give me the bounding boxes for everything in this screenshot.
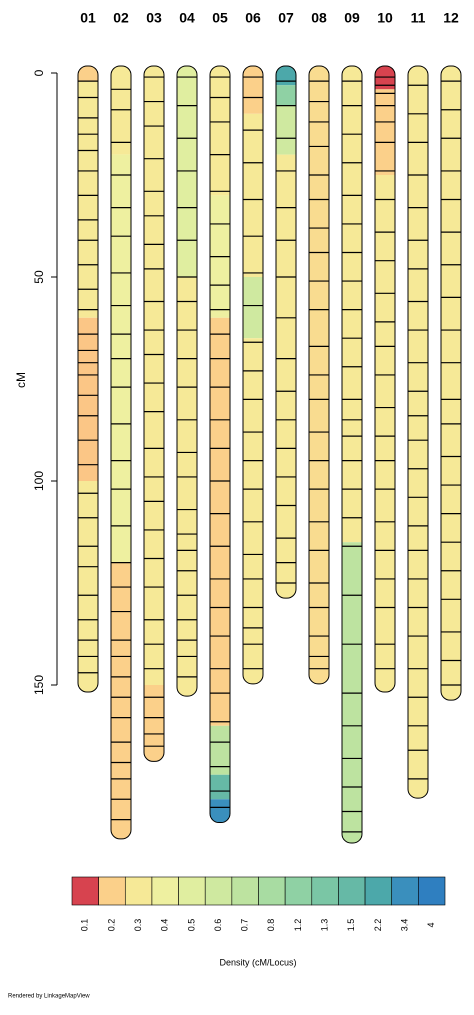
- density-segment: [408, 66, 428, 799]
- chromosome-label: 05: [212, 10, 228, 26]
- legend-label: 1.2: [293, 919, 303, 932]
- chromosome-outline: [209, 65, 231, 824]
- legend-label: 0.4: [160, 919, 170, 932]
- chromosome-label: 09: [344, 10, 360, 26]
- density-segment: [210, 799, 230, 823]
- density-segment: [276, 154, 296, 599]
- legend-label: 0.7: [240, 919, 250, 932]
- chromosome-outline: [275, 65, 297, 599]
- density-segment: [210, 725, 230, 775]
- density-segment: [177, 277, 197, 697]
- chromosome-outline: [143, 65, 165, 762]
- chromosome: [408, 66, 428, 799]
- legend-swatch: [284, 876, 313, 906]
- legend-label: 2.2: [373, 919, 383, 932]
- density-segment: [78, 81, 98, 318]
- density-segment: [441, 66, 461, 701]
- density-segment: [210, 66, 230, 196]
- chromosome-outline: [407, 65, 429, 799]
- chromosome-label: 07: [278, 10, 294, 26]
- density-segment: [111, 562, 131, 839]
- legend-label: 0.8: [266, 919, 276, 932]
- density-segment: [243, 113, 263, 277]
- chromosome: [111, 66, 131, 839]
- y-axis-label: cM: [14, 372, 28, 388]
- density-segment: [375, 89, 395, 175]
- legend-swatch: [364, 876, 393, 906]
- chromosome-outline: [110, 65, 132, 840]
- y-tick-label: 50: [32, 270, 46, 284]
- chromosome-outline: [242, 65, 264, 685]
- density-segment: [342, 66, 362, 543]
- chromosome: [78, 66, 98, 692]
- density-segment: [78, 317, 98, 481]
- legend-label: 0.6: [213, 919, 223, 932]
- density-segment: [243, 66, 263, 114]
- legend-swatch: [391, 876, 419, 906]
- density-segment: [276, 66, 296, 86]
- density-segment: [210, 317, 230, 726]
- chromosome-outline: [308, 65, 330, 685]
- chromosome: [144, 66, 164, 762]
- density-segment: [144, 685, 164, 762]
- legend-label: 0.3: [133, 919, 143, 932]
- chromosome-label: 08: [311, 10, 327, 26]
- legend-label: 0.2: [106, 919, 116, 932]
- density-segment: [78, 66, 98, 82]
- legend-swatch: [178, 876, 206, 906]
- chromosome-outline: [440, 65, 462, 701]
- chromosome: [177, 66, 197, 697]
- legend-swatch: [418, 876, 446, 906]
- chromosome-outline: [77, 65, 99, 693]
- legend-label: 3.4: [399, 919, 409, 932]
- chromosome-label: 06: [245, 10, 261, 26]
- footer: Rendered by LinkageMapView: [8, 994, 90, 1000]
- chromosome-label: 03: [146, 10, 162, 26]
- density-segment: [78, 481, 98, 692]
- density-segment: [243, 277, 263, 339]
- legend-swatch: [258, 876, 286, 906]
- density-segment: [276, 85, 296, 106]
- chromosome-label: 10: [377, 10, 393, 26]
- legend-swatch: [124, 876, 153, 906]
- legend-swatch: [311, 876, 339, 906]
- legend-label: 1.3: [319, 919, 329, 932]
- y-tick-label: 150: [32, 675, 46, 695]
- legend-swatch: [71, 876, 99, 906]
- density-segment: [276, 105, 296, 155]
- chromosome: [210, 66, 230, 823]
- legend-swatch: [338, 876, 366, 906]
- chromosome-label: 11: [411, 10, 426, 26]
- chromosome: [309, 66, 329, 684]
- legend-label: 4: [426, 922, 436, 927]
- legend-title: Density (cM/Locus): [219, 957, 296, 967]
- chromosome-label: 04: [179, 10, 195, 26]
- chromosome-label: 01: [80, 10, 96, 26]
- legend-swatch: [231, 876, 259, 906]
- chromosome-label: 12: [443, 10, 459, 26]
- legend-swatch: [151, 876, 179, 906]
- legend-label: 0.5: [186, 919, 196, 932]
- chromosome-outline: [176, 65, 198, 697]
- density-segment: [210, 774, 230, 800]
- density-segment: [243, 338, 263, 684]
- y-tick-label: 100: [32, 471, 46, 491]
- legend-swatch: [204, 876, 233, 906]
- chromosome: [276, 66, 296, 599]
- chromosome: [342, 66, 362, 843]
- chromosome-label: 02: [113, 10, 129, 26]
- legend-label: 0.1: [80, 919, 90, 932]
- legend-swatch: [98, 876, 126, 906]
- chromosome-outline: [374, 65, 396, 693]
- chromosome: [243, 66, 263, 684]
- density-segment: [375, 175, 395, 692]
- y-tick-label: 0: [32, 69, 46, 76]
- chromosome: [441, 66, 461, 701]
- chromosome-outline: [341, 65, 363, 844]
- chromosome: [375, 66, 395, 692]
- legend-label: 1.5: [346, 919, 356, 932]
